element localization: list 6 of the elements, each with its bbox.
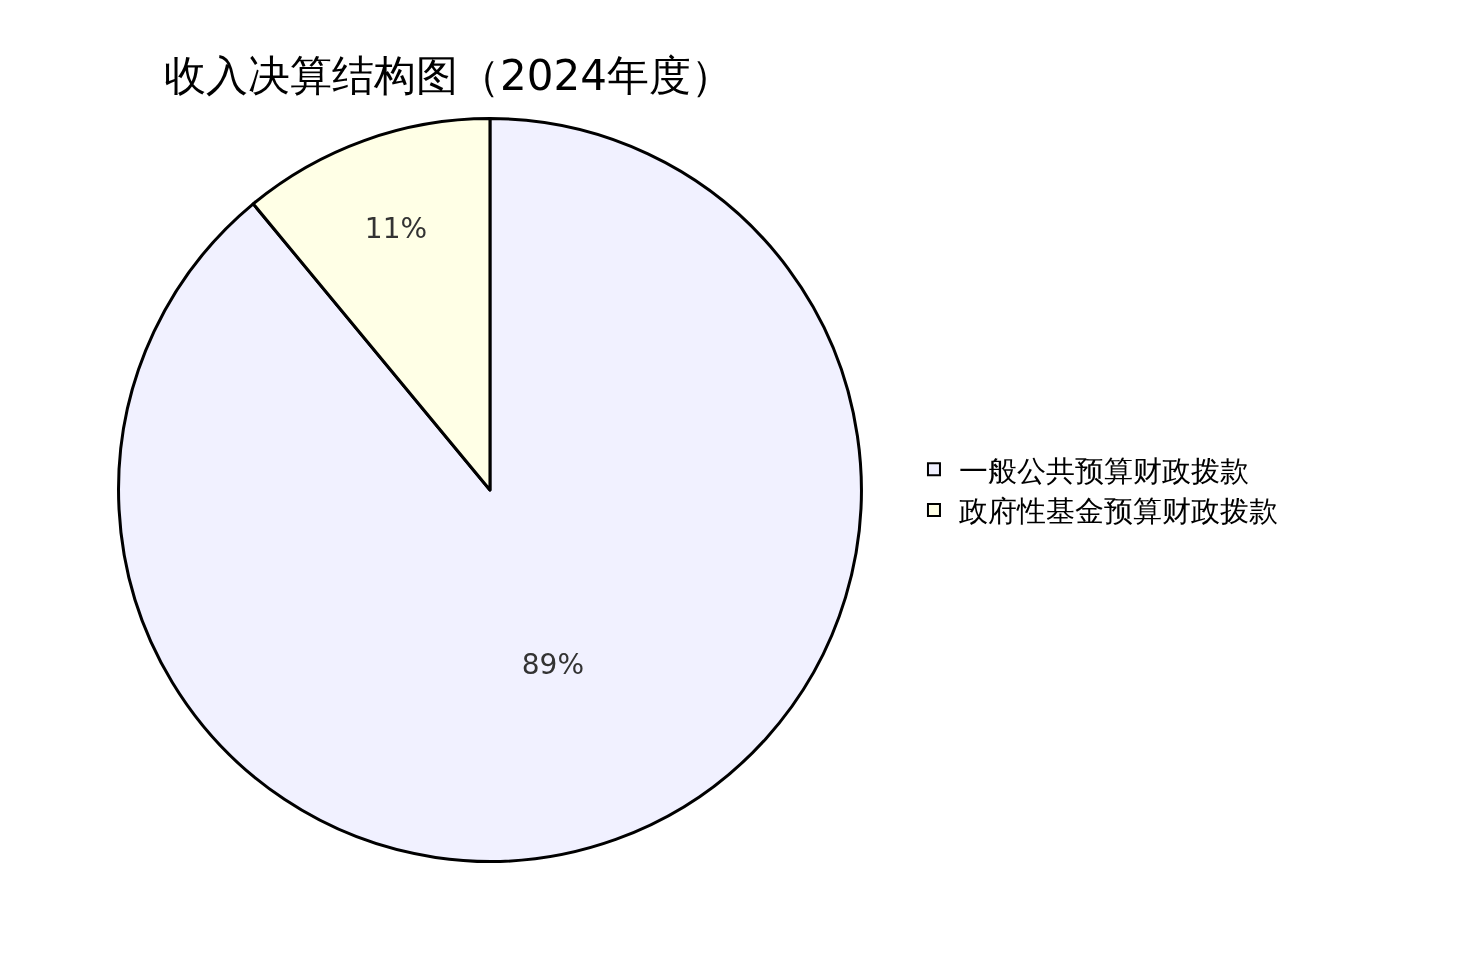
pie-slice <box>117 117 863 863</box>
legend-label: 一般公共预算财政拨款 <box>958 453 1249 488</box>
data-label: 89% <box>521 648 584 682</box>
legend-label: 政府性基金预算财政拨款 <box>958 494 1278 529</box>
chart-title: 收入决算结构图（2024年度） <box>164 51 733 101</box>
data-label: 11% <box>364 212 428 246</box>
